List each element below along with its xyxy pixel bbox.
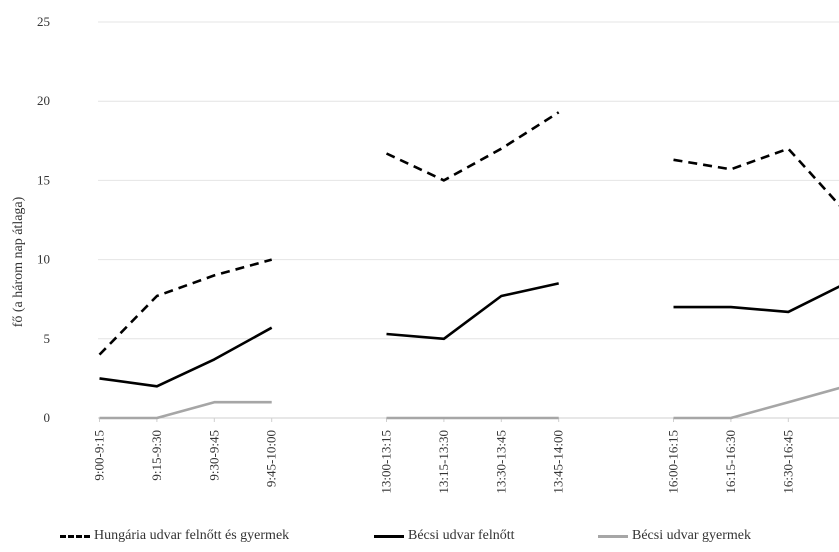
series-line-becsi-felnott-group-2 [386,282,559,341]
series-line-becsi-gyermek-group-1 [99,400,272,420]
x-tick-label: 13:30-13:45 [493,430,508,494]
x-axis-ticks: 9:00-9:15 9:15-9:30 9:30-9:45 9:45-10:00 13:… [92,418,839,494]
x-tick-label: 16:15-16:30 [723,430,738,494]
legend-label: Bécsi udvar gyermek [632,528,751,543]
y-axis-ticks: 0 5 10 15 20 25 [37,14,50,425]
x-tick-label: 16:45-17:00 [838,430,839,494]
legend: Hungária udvar felnőtt és gyermek Bécsi … [0,528,839,550]
y-tick-label: 5 [44,331,51,346]
gridlines [98,21,839,419]
x-tick-label: 16:30-16:45 [780,430,795,494]
y-tick-label: 20 [37,93,50,108]
x-tick-label: 13:00-13:15 [379,430,394,494]
x-tick-label: 9:30-9:45 [206,430,221,481]
x-tick-label: 9:45-10:00 [264,430,279,487]
legend-dashed-line-swatch [60,534,90,538]
x-tick-label: 13:15-13:30 [436,430,451,494]
x-tick-label: 13:45-14:00 [551,430,566,494]
legend-solid-line-swatch [374,534,404,538]
legend-item-becsi-felnott: Bécsi udvar felnőtt [374,528,515,544]
series-line-becsi-felnott-group-1 [99,326,273,388]
y-tick-label: 15 [37,172,50,187]
y-tick-label: 10 [37,252,50,267]
legend-gray-line-swatch [598,534,628,538]
y-axis-label: fő (a három nap átlaga) [11,196,26,327]
y-tick-label: 0 [44,410,51,425]
series-lines [98,111,839,420]
x-tick-label: 16:00-16:15 [666,430,681,494]
legend-item-becsi-gyermek: Bécsi udvar gyermek [598,528,751,544]
series-line-hungaria-group-2 [385,111,560,182]
series-line-hungaria-group-1 [98,258,273,356]
x-tick-label: 9:15-9:30 [149,430,164,481]
legend-label: Hungária udvar felnőtt és gyermek [94,528,290,543]
y-tick-label: 25 [37,14,50,29]
legend-item-hungaria: Hungária udvar felnőtt és gyermek [60,528,289,544]
series-line-becsi-gyermek-group-3 [673,386,839,420]
x-tick-label: 9:00-9:15 [92,430,107,481]
series-line-becsi-felnott-group-3 [673,285,839,314]
legend-label: Bécsi udvar felnőtt [408,528,515,543]
